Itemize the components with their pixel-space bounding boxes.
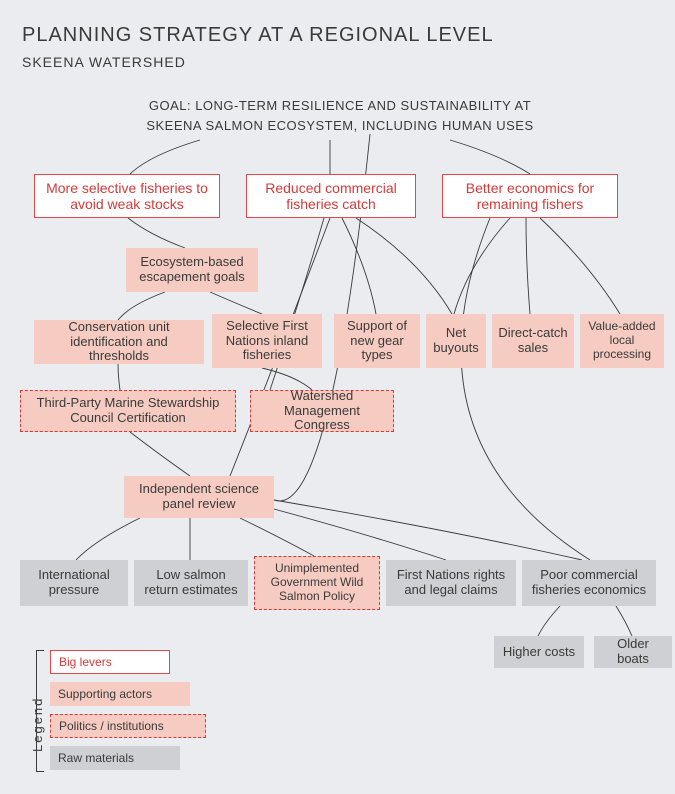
legend-label: Legend (30, 697, 45, 752)
node-fnr: First Nations rights and legal claims (386, 560, 516, 606)
node-lever2: Reduced commercial fisheries catch (246, 174, 416, 218)
node-isp: Independent science panel review (124, 476, 274, 518)
edge (538, 606, 560, 636)
node-valadd: Value-added local processing (580, 314, 664, 368)
page-title: PLANNING STRATEGY AT A REGIONAL LEVEL (22, 24, 494, 47)
edge (450, 140, 530, 174)
edge (454, 218, 510, 314)
node-wmc: Watershed Management Congress (250, 390, 394, 432)
node-lowret: Low salmon return estimates (134, 560, 248, 606)
node-eco: Ecosystem-based escapement goals (126, 248, 258, 292)
edge (76, 518, 140, 560)
edge (118, 364, 120, 390)
node-boats: Older boats (594, 636, 672, 668)
edge (130, 140, 200, 174)
edge (270, 508, 446, 560)
edge (616, 606, 632, 636)
goal-line2: SKEENA SALMON ECOSYSTEM, INCLUDING HUMAN… (146, 118, 533, 133)
legend-item-3: Raw materials (50, 746, 180, 770)
goal-line1: GOAL: LONG-TERM RESILIENCE AND SUSTAINAB… (149, 98, 531, 113)
edge (130, 432, 190, 476)
edge (274, 500, 582, 560)
node-intl: International pressure (20, 560, 128, 606)
node-hcost: Higher costs (494, 636, 584, 668)
node-cons: Conservation unit identification and thr… (34, 320, 204, 364)
edge (356, 218, 452, 314)
legend-item-2: Politics / institutions (50, 714, 206, 738)
edge (240, 518, 314, 556)
goal-text: GOAL: LONG-TERM RESILIENCE AND SUSTAINAB… (140, 96, 540, 135)
edge (461, 218, 590, 560)
node-lever1: More selective fisheries to avoid weak s… (34, 174, 220, 218)
edge (262, 368, 312, 390)
legend-item-1: Supporting actors (50, 682, 190, 706)
page-subtitle: SKEENA WATERSHED (22, 54, 186, 70)
node-lever3: Better economics for remaining fishers (442, 174, 618, 218)
edge (118, 292, 165, 320)
node-net: Net buyouts (426, 314, 486, 368)
edge (526, 218, 530, 314)
node-poor: Poor commercial fisheries economics (522, 560, 656, 606)
node-selFN: Selective First Nations inland fisheries (212, 314, 322, 368)
node-gear: Support of new gear types (334, 314, 420, 368)
edge (342, 218, 376, 314)
node-msc: Third-Party Marine Stewardship Council C… (20, 390, 236, 432)
node-wsp: Unimplemented Government Wild Salmon Pol… (254, 556, 380, 610)
legend-item-0: Big levers (50, 650, 170, 674)
edge (128, 218, 185, 248)
edge (540, 218, 620, 314)
node-direct: Direct-catch sales (492, 314, 574, 368)
edge (210, 292, 262, 314)
